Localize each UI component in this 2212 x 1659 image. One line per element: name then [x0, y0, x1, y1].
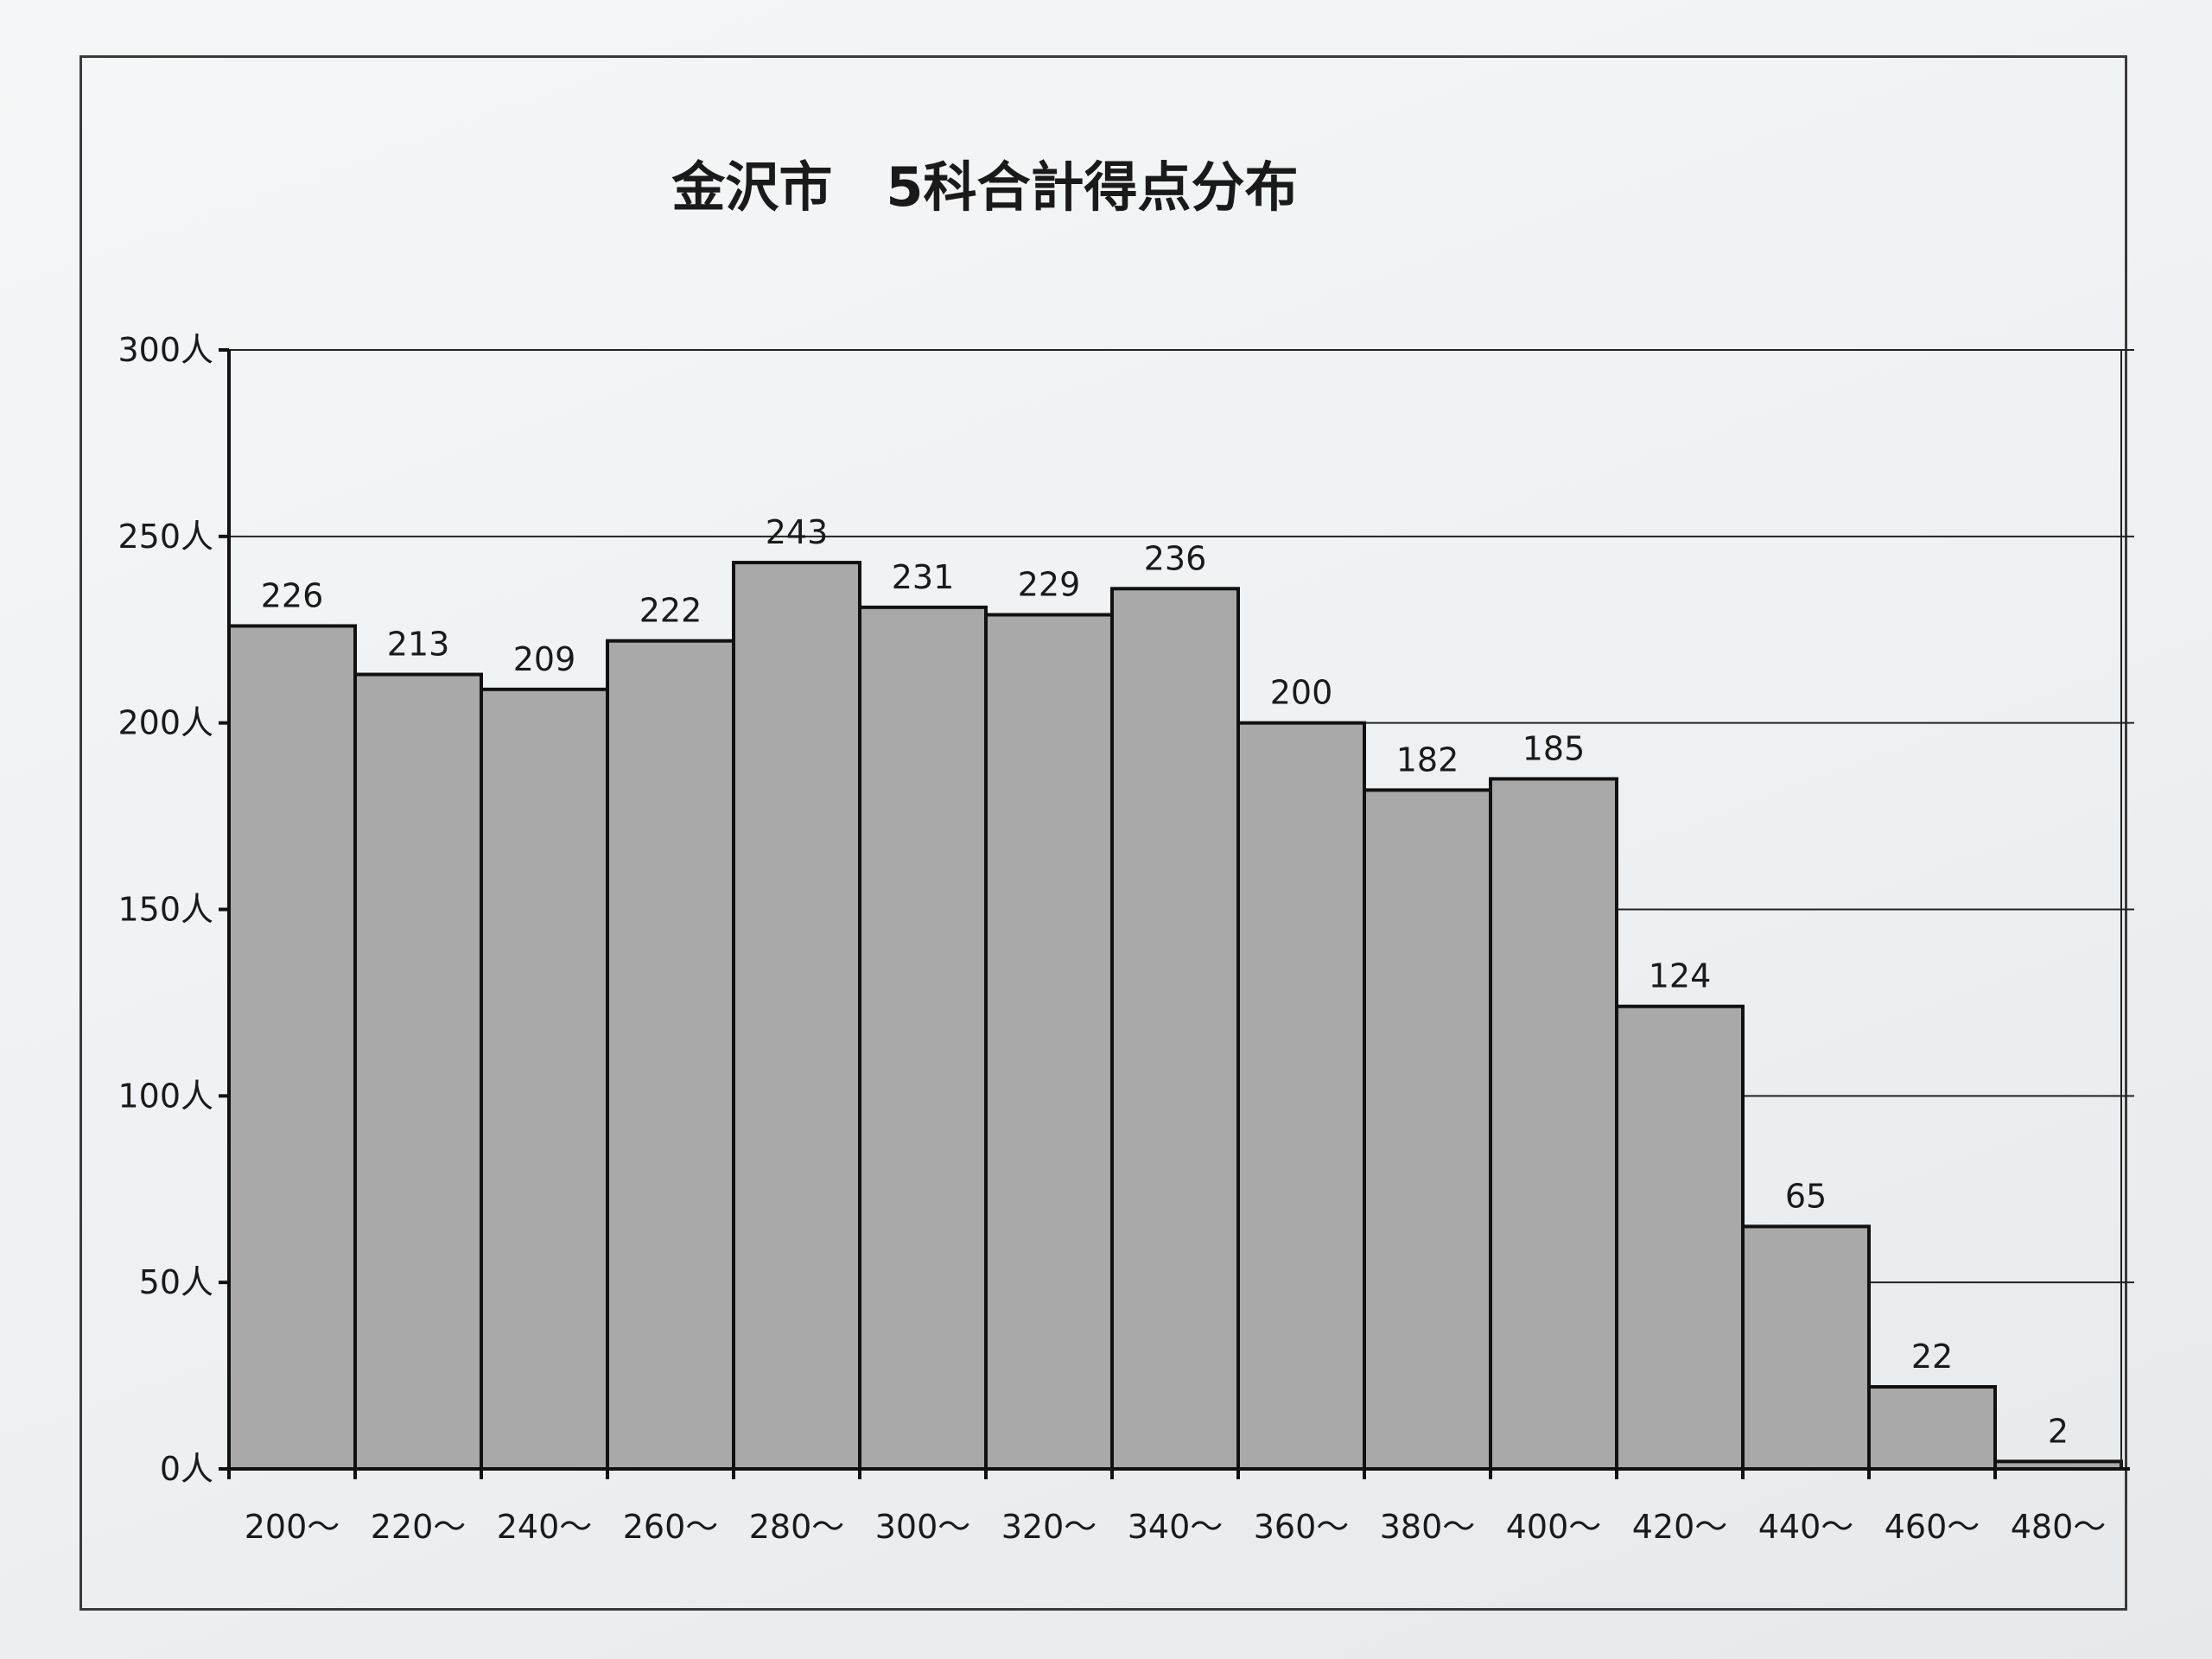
x-tick-label: 320～	[1001, 1508, 1097, 1546]
data-label: 124	[1649, 957, 1712, 995]
data-label: 22	[1911, 1338, 1953, 1376]
bars	[227, 561, 2123, 1471]
x-tick-label: 380～	[1380, 1508, 1476, 1546]
chart-frame	[79, 55, 2127, 1611]
x-tick-label: 220～	[371, 1508, 467, 1546]
bar	[858, 605, 988, 1471]
x-tick-label: 240～	[497, 1508, 593, 1546]
bar	[1867, 1385, 1997, 1471]
data-label: 229	[1018, 565, 1081, 603]
bar	[1615, 1004, 1745, 1471]
y-tick-label: 300人	[118, 331, 213, 369]
bar	[353, 672, 483, 1471]
y-tick-label: 100人	[118, 1077, 213, 1115]
data-label: 209	[513, 640, 576, 678]
x-tick-label: 300～	[875, 1508, 971, 1546]
y-tick-label: 250人	[118, 518, 213, 556]
bar	[1489, 777, 1618, 1471]
y-tick-label: 200人	[118, 704, 213, 742]
data-label: 65	[1785, 1177, 1827, 1215]
data-label: 213	[387, 626, 450, 664]
bar	[1363, 788, 1492, 1471]
x-tick-label: 260～	[623, 1508, 719, 1546]
bar	[227, 624, 357, 1471]
x-tick-label: 340～	[1128, 1508, 1224, 1546]
x-tick-label: 200～	[245, 1508, 340, 1546]
data-label: 243	[766, 513, 829, 551]
bar	[1236, 721, 1366, 1471]
labels: 0人 50人 100人 150人 200人 250人 300人 226 200～ 213 220～ 2…	[118, 331, 2106, 1546]
bar	[480, 687, 609, 1471]
bar	[1110, 587, 1240, 1471]
data-label: 222	[639, 592, 702, 630]
x-tick-label: 460～	[1885, 1508, 1980, 1546]
x-tick-label: 420～	[1632, 1508, 1728, 1546]
bar	[606, 639, 735, 1471]
chart-title: 金沢市 5科合計得点分布	[671, 156, 1298, 219]
data-label: 2	[2048, 1412, 2069, 1450]
data-label: 236	[1144, 539, 1207, 577]
data-label: 231	[892, 558, 955, 596]
x-tick-label: 400～	[1506, 1508, 1602, 1546]
y-tick-label: 150人	[118, 891, 213, 929]
axes	[219, 348, 2130, 1479]
x-tick-label: 280～	[749, 1508, 845, 1546]
data-label: 226	[261, 576, 324, 614]
x-tick-label: 440～	[1758, 1508, 1854, 1546]
data-label: 182	[1396, 741, 1459, 779]
x-tick-label: 480～	[2011, 1508, 2107, 1546]
x-tick-label: 360～	[1254, 1508, 1350, 1546]
data-label: 200	[1270, 674, 1333, 712]
bar	[732, 561, 861, 1471]
y-tick-label: 50人	[139, 1263, 213, 1301]
bar	[984, 613, 1114, 1471]
data-label: 185	[1522, 729, 1586, 767]
bar	[1741, 1224, 1871, 1471]
y-tick-label: 0人	[160, 1450, 213, 1488]
